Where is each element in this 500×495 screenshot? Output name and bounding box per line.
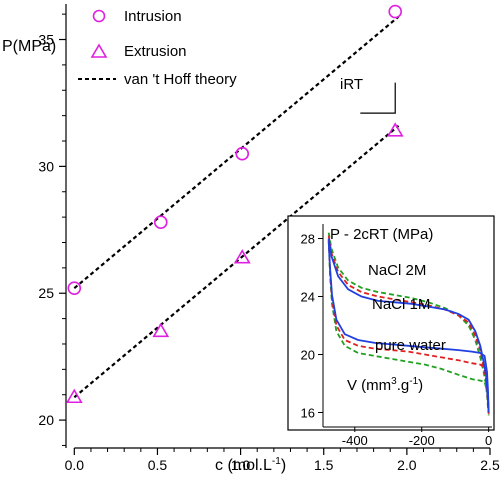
y-tick-label: 25 bbox=[38, 285, 54, 301]
inset-curve-lower bbox=[327, 241, 490, 413]
intrusion-point bbox=[235, 146, 250, 161]
x-tick-label: 0.5 bbox=[148, 457, 168, 473]
inset-x-axis-title: V (mm3.g-1) bbox=[347, 376, 423, 394]
inset-label-purewater: pure water bbox=[375, 337, 446, 354]
inset-x-ticks: -400 -200 0 bbox=[323, 426, 492, 448]
y-tick-label: 20 bbox=[38, 412, 54, 428]
data-markers bbox=[65, 4, 404, 404]
inset-y-tick-label: 24 bbox=[301, 290, 315, 305]
y-axis-title: P(MPa) bbox=[2, 38, 56, 55]
inset-label-nacl2m: NaCl 2M bbox=[368, 262, 426, 279]
inset-x-tick-label: -400 bbox=[342, 433, 368, 448]
extrusion-point bbox=[386, 122, 404, 137]
legend: Intrusion Extrusion van 't Hoff theory bbox=[78, 8, 237, 88]
x-axis-title: c (mol.L-1) bbox=[215, 456, 286, 474]
inset-y-tick-label: 28 bbox=[301, 232, 315, 247]
inset-curve-lower bbox=[327, 238, 490, 416]
slope-annotation: iRT bbox=[340, 76, 363, 93]
inset-x-tick-label: 0 bbox=[485, 433, 492, 448]
legend-marker-extrusion bbox=[90, 43, 108, 58]
legend-label-intrusion: Intrusion bbox=[124, 8, 182, 25]
x-tick-label: 1.0 bbox=[231, 457, 251, 473]
intrusion-point bbox=[67, 281, 82, 295]
inset-frame bbox=[287, 215, 495, 431]
extrusion-point bbox=[233, 249, 251, 264]
slope-triangle-path bbox=[360, 82, 396, 114]
x-tick-label: 0.0 bbox=[65, 457, 85, 473]
inset-curves bbox=[327, 232, 490, 416]
extrusion-point bbox=[152, 322, 170, 338]
intrusion-point bbox=[388, 4, 403, 19]
x-tick-label: 2.0 bbox=[397, 457, 417, 473]
slope-triangle bbox=[360, 82, 396, 114]
inset-y-tick-label: 20 bbox=[301, 348, 315, 363]
inset-y-tick-label: 16 bbox=[301, 406, 315, 421]
legend-label-extrusion: Extrusion bbox=[124, 43, 187, 60]
x-tick-label: 2.5 bbox=[480, 457, 500, 473]
inset-curve-upper bbox=[327, 232, 490, 413]
legend-marker-intrusion bbox=[92, 9, 106, 23]
extrusion-point bbox=[65, 388, 83, 404]
inset-curve-upper bbox=[327, 238, 490, 409]
y-tick-label: 30 bbox=[38, 158, 54, 174]
inset-label-nacl1m: NaCl 1M bbox=[372, 296, 430, 313]
intrusion-point bbox=[153, 215, 168, 229]
inset-x-tick-label: -200 bbox=[409, 433, 435, 448]
inset-y-ticks: 16 20 24 28 bbox=[301, 224, 324, 427]
inset-title: P - 2cRT (MPa) bbox=[330, 226, 433, 243]
legend-label-theory: van 't Hoff theory bbox=[124, 71, 237, 88]
x-tick-label: 1.5 bbox=[314, 457, 334, 473]
main-x-ticks: 0.0 0.5 1.0 1.5 2.0 2.5 bbox=[65, 448, 500, 473]
inset-plot: 16 20 24 28 -400 -200 0 P - 2cRT (MPa) V (mm3… bbox=[287, 215, 495, 448]
main-plot: 20 25 30 35 0.0 0.5 1.0 1.5 2.0 2.5 P(MPa) c (mo… bbox=[2, 4, 500, 474]
y-tick-label: 35 bbox=[38, 32, 54, 48]
main-y-ticks: 20 25 30 35 bbox=[38, 13, 66, 446]
